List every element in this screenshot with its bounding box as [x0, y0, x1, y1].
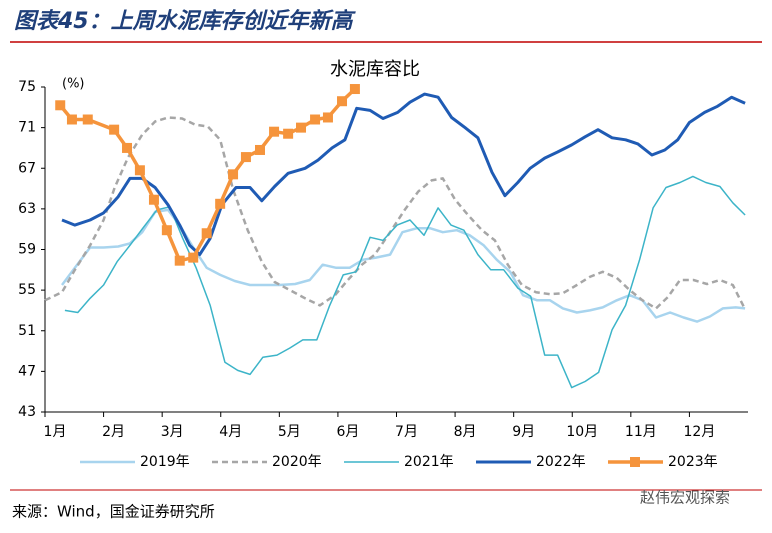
- legend-label: 2021年: [404, 454, 454, 470]
- y-tick-label: 63: [18, 201, 36, 217]
- x-tick-label: 5月: [278, 424, 301, 440]
- x-tick-label: 7月: [395, 424, 418, 440]
- marker: [174, 255, 185, 266]
- legend-label: 2022年: [536, 454, 586, 470]
- x-tick-label: 1月: [44, 424, 67, 440]
- marker: [122, 142, 133, 153]
- marker: [255, 144, 266, 155]
- marker: [349, 84, 360, 95]
- y-tick-label: 55: [18, 282, 36, 298]
- y-unit: (%): [62, 77, 85, 92]
- marker: [337, 96, 348, 107]
- marker: [215, 198, 226, 209]
- marker: [148, 194, 159, 205]
- series-line: [44, 116, 747, 310]
- watermark: 赵伟宏观探索: [640, 489, 730, 507]
- legend-label: 2019年: [140, 454, 190, 470]
- source: 来源：Wind，国金证券研究所: [12, 503, 215, 521]
- x-tick-label: 9月: [512, 424, 535, 440]
- marker: [201, 228, 212, 239]
- x-tick-label: 3月: [161, 424, 184, 440]
- marker: [55, 100, 66, 111]
- marker: [228, 169, 239, 180]
- y-tick-label: 51: [18, 323, 36, 339]
- series-line: [64, 175, 746, 389]
- marker: [109, 124, 120, 135]
- series-line: [61, 92, 746, 257]
- x-tick-label: 12月: [684, 424, 716, 440]
- marker: [269, 126, 280, 137]
- x-tick-label: 8月: [454, 424, 477, 440]
- marker: [283, 128, 294, 139]
- x-tick-label: 11月: [625, 424, 657, 440]
- y-tick-label: 71: [18, 120, 36, 136]
- marker: [82, 114, 93, 125]
- legend-label: 2020年: [272, 454, 322, 470]
- marker: [134, 165, 145, 176]
- x-tick-label: 6月: [336, 424, 359, 440]
- chart-title: 水泥库容比: [330, 59, 420, 80]
- figure-title: 图表45：上周水泥库存创近年新高: [14, 8, 357, 34]
- x-tick-label: 10月: [566, 424, 598, 440]
- marker: [188, 252, 199, 263]
- y-tick-label: 75: [18, 79, 36, 95]
- y-tick-label: 67: [18, 160, 36, 176]
- marker: [66, 114, 77, 125]
- marker: [296, 122, 307, 133]
- marker: [161, 225, 172, 236]
- marker: [240, 152, 251, 163]
- x-tick-label: 2月: [102, 424, 125, 440]
- legend-label: 2023年: [668, 454, 718, 470]
- legend-marker: [630, 457, 640, 467]
- marker: [310, 114, 321, 125]
- x-tick-label: 4月: [219, 424, 242, 440]
- series-line: [58, 87, 357, 263]
- marker: [322, 112, 333, 123]
- y-tick-label: 47: [18, 363, 36, 379]
- y-tick-label: 43: [18, 404, 36, 420]
- y-tick-label: 59: [18, 242, 36, 258]
